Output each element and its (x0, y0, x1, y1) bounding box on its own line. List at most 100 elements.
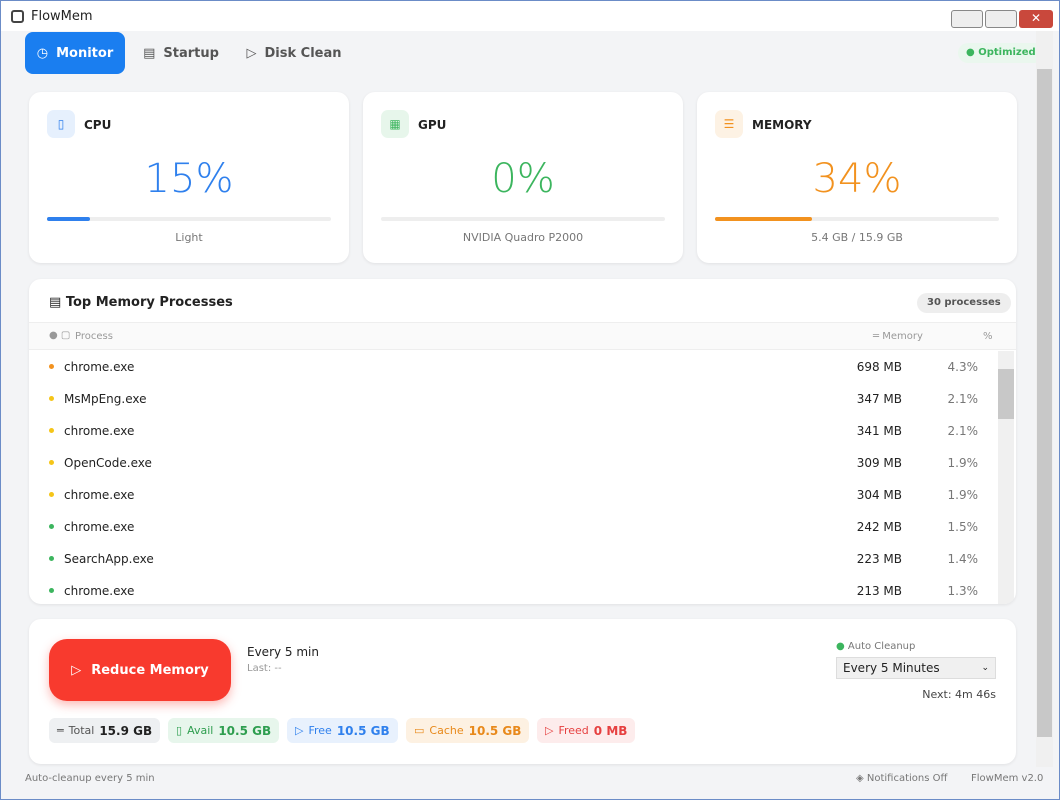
stat-pill: ▷ Freed 0 MB (537, 718, 636, 743)
process-row[interactable]: chrome.exe 242 MB 1.5% (29, 511, 997, 543)
column-header: % (983, 331, 993, 342)
footer-status: Auto-cleanup every 5 min (25, 773, 155, 784)
notifications-text: Notifications Off (866, 773, 948, 784)
auto-cleanup-text: Auto Cleanup (847, 641, 916, 652)
process-memory: 341 MB (856, 424, 902, 438)
process-name: chrome.exe (64, 488, 135, 502)
process-percent: 2.1% (947, 424, 979, 438)
stat-icon: ▯ (176, 724, 183, 737)
card-title: CPU (84, 118, 112, 132)
process-name: chrome.exe (64, 520, 135, 534)
minimize-button[interactable] (951, 10, 983, 28)
process-row[interactable]: OpenCode.exe 309 MB 1.9% (29, 447, 997, 479)
stat-value: 10.5 GB (468, 723, 522, 738)
tab[interactable]: ◷ Monitor (25, 32, 125, 74)
stat-pill: ▭ Cache 10.5 GB (406, 718, 530, 743)
process-list: chrome.exe 698 MB 4.3% MsMpEng.exe 347 MB 2.1… (29, 351, 997, 604)
metric-card: ▯ CPU 15% Light (29, 92, 349, 263)
process-name: chrome.exe (64, 424, 135, 438)
column-header: Memory (882, 331, 923, 342)
progress-track (381, 217, 665, 221)
column-header: Process (75, 331, 113, 342)
process-percent: 1.4% (947, 552, 979, 566)
process-name: SearchApp.exe (64, 552, 154, 566)
progress-track (715, 217, 999, 221)
last-run: Last: -- (247, 663, 282, 674)
scrollbar[interactable] (998, 351, 1014, 604)
close-button[interactable]: ✕ (1019, 10, 1053, 28)
stat-icon: ▭ (414, 724, 425, 737)
process-row[interactable]: chrome.exe 341 MB 2.1% (29, 415, 997, 447)
process-row[interactable]: MsMpEng.exe 347 MB 2.1% (29, 383, 997, 415)
scroll-thumb[interactable] (998, 369, 1014, 419)
process-memory: 242 MB (856, 520, 902, 534)
tab[interactable]: ▤ Startup (143, 45, 219, 61)
card-icon: ▦ (381, 110, 409, 138)
process-memory: 223 MB (856, 552, 902, 566)
window-title: FlowMem (31, 9, 93, 24)
metric-card: ☰ MEMORY 34% 5.4 GB / 15.9 GB (697, 92, 1017, 263)
process-percent: 4.3% (947, 360, 979, 374)
status-dot (49, 588, 54, 593)
stat-label: Cache (429, 724, 464, 737)
stat-icon: ═ (57, 724, 64, 737)
process-row[interactable]: chrome.exe 698 MB 4.3% (29, 351, 997, 383)
status-dot (49, 428, 54, 433)
process-count: 30 processes (917, 293, 1011, 313)
card-value: 0% (491, 156, 555, 202)
stat-value: 10.5 GB (218, 723, 272, 738)
process-percent: 1.5% (947, 520, 979, 534)
process-name: chrome.exe (64, 360, 135, 374)
process-memory: 347 MB (856, 392, 902, 406)
reduce-memory-button[interactable]: ▷ Reduce Memory (49, 639, 231, 701)
title-bar: FlowMem ✕ (1, 1, 1059, 31)
version: FlowMem v2.0 (971, 773, 1044, 784)
process-memory: 309 MB (856, 456, 902, 470)
maximize-button[interactable] (985, 10, 1017, 28)
card-title: GPU (418, 118, 447, 132)
process-percent: 1.9% (947, 456, 979, 470)
button-label: Reduce Memory (91, 662, 209, 678)
interval-select[interactable]: Every 5 Minutes ⌄ (836, 657, 996, 679)
card-value: 15% (144, 156, 234, 202)
progress-bar (715, 217, 812, 221)
card-subtitle: 5.4 GB / 15.9 GB (811, 231, 903, 244)
notifications[interactable]: ◈ Notifications Off (856, 773, 948, 784)
card-subtitle: NVIDIA Quadro P2000 (462, 231, 584, 244)
process-percent: 2.1% (947, 392, 979, 406)
process-memory: 213 MB (856, 584, 902, 598)
tab-label: Startup (163, 45, 219, 61)
card-subtitle: Light (175, 231, 203, 244)
status-dot (49, 364, 54, 369)
card-value: 34% (812, 156, 902, 202)
status-dot (49, 460, 54, 465)
card-title: MEMORY (752, 118, 812, 132)
window-scrollbar[interactable] (1036, 31, 1053, 767)
process-row[interactable]: SearchApp.exe 223 MB 1.4% (29, 543, 997, 575)
card-icon: ☰ (715, 110, 743, 138)
process-row[interactable]: chrome.exe 304 MB 1.9% (29, 479, 997, 511)
process-percent: 1.3% (947, 584, 979, 598)
stat-icon: ▷ (545, 724, 554, 737)
process-name: OpenCode.exe (64, 456, 152, 470)
process-memory: 698 MB (856, 360, 902, 374)
status-dot (49, 396, 54, 401)
next-run: Next: 4m 46s (922, 688, 996, 701)
stat-value: 15.9 GB (99, 723, 153, 738)
stat-pill: ▷ Free 10.5 GB (287, 718, 398, 743)
progress-track (47, 217, 331, 221)
status-dot (49, 524, 54, 529)
process-name: MsMpEng.exe (64, 392, 147, 406)
process-memory: 304 MB (856, 488, 902, 502)
interval-text: Every 5 min (247, 645, 319, 659)
process-row[interactable]: chrome.exe 213 MB 1.3% (29, 575, 997, 604)
table-header: ● ▢ Process ═ Memory % (29, 322, 1016, 350)
auto-cleanup-label: ● Auto Cleanup (836, 641, 916, 652)
panel-title: ▤ Top Memory Processes (49, 295, 233, 310)
panel-title-text: Top Memory Processes (65, 295, 233, 310)
status-dot (49, 492, 54, 497)
window-scroll-thumb[interactable] (1037, 69, 1052, 737)
process-name: chrome.exe (64, 584, 135, 598)
tab[interactable]: ▷ Disk Clean (246, 45, 342, 61)
